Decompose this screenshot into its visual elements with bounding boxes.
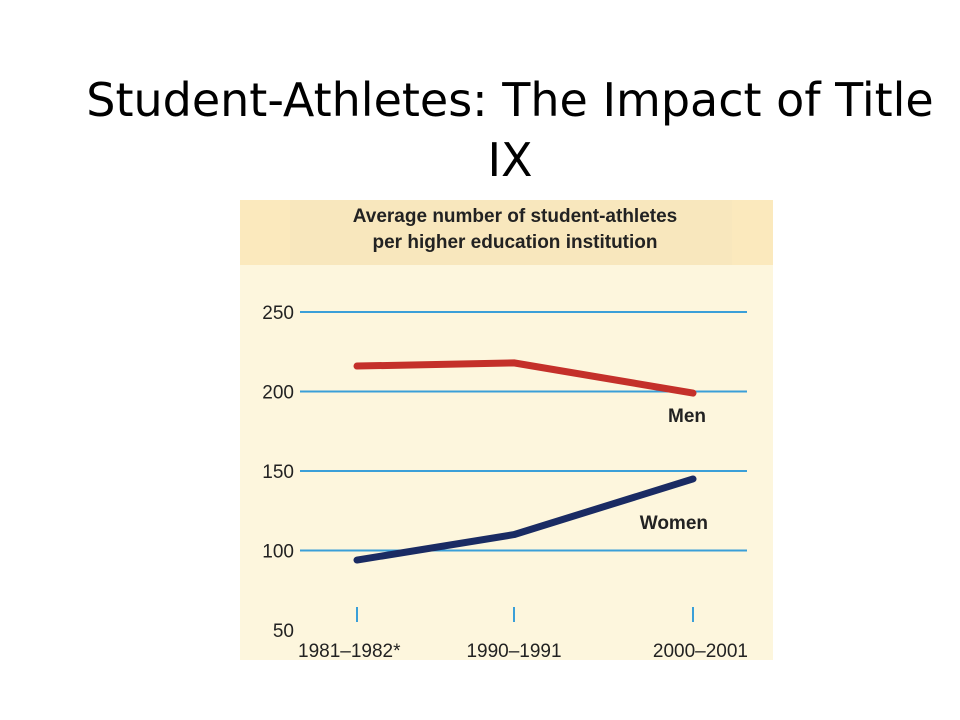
series-label: Women bbox=[640, 513, 708, 534]
chart-title-line-2: per higher education institution bbox=[372, 232, 658, 253]
y-tick-label: 250 bbox=[262, 303, 294, 324]
x-tick-label: 2000–2001 bbox=[653, 641, 748, 660]
series-line-men bbox=[353, 359, 697, 397]
series-line-women bbox=[353, 475, 697, 564]
y-tick-label: 50 bbox=[273, 621, 294, 642]
series-label: Men bbox=[668, 406, 706, 427]
slide-title: Student-Athletes: The Impact of Title IX bbox=[86, 73, 934, 187]
y-tick-label: 150 bbox=[262, 462, 294, 483]
y-tick-label: 100 bbox=[262, 542, 294, 563]
chart-title-line-1: Average number of student-athletes bbox=[352, 206, 678, 227]
chart-panel: Average number of student-athletes per h… bbox=[240, 200, 773, 660]
chart-title: Average number of student-athletes per h… bbox=[295, 204, 735, 256]
x-tick-label: 1981–1982* bbox=[298, 641, 401, 660]
y-tick-label: 200 bbox=[262, 383, 294, 404]
x-tick-label: 1990–1991 bbox=[466, 641, 561, 660]
chart-header-box bbox=[290, 200, 732, 265]
